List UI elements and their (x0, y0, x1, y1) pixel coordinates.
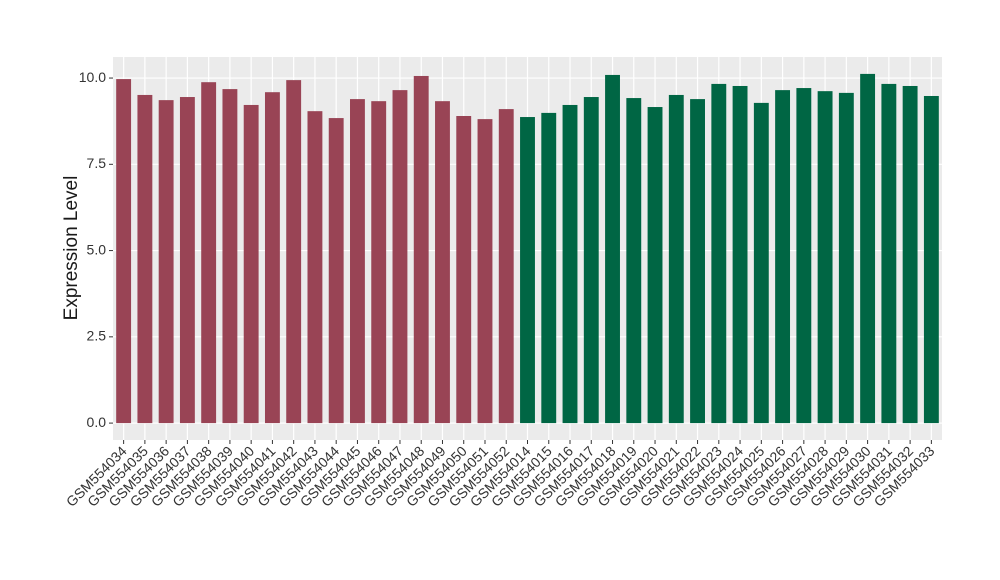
bar (775, 90, 791, 424)
bar (647, 107, 663, 424)
bar (456, 116, 472, 424)
bar (371, 101, 387, 424)
bar (838, 92, 854, 424)
bar (690, 99, 705, 424)
bar (753, 102, 769, 424)
bar (286, 80, 302, 424)
bar (923, 95, 939, 424)
y-tick-label: 5.0 (87, 241, 107, 257)
bar (116, 79, 132, 424)
bar (477, 119, 493, 424)
y-tick-label: 0.0 (87, 414, 107, 430)
bar (626, 98, 642, 424)
bar (541, 112, 557, 424)
y-axis-title: Expression Level (61, 176, 82, 321)
bar (668, 94, 684, 424)
bar (307, 111, 323, 424)
bar (179, 97, 195, 424)
bar (435, 101, 450, 424)
bar (498, 109, 514, 424)
bar (243, 104, 259, 424)
bar (583, 97, 599, 424)
bar (520, 117, 535, 424)
bar (796, 88, 812, 424)
bar (732, 85, 748, 424)
bar (881, 83, 897, 424)
bar (158, 100, 174, 424)
bar (222, 89, 238, 424)
bar (711, 83, 727, 424)
bar (392, 90, 408, 424)
bar (605, 74, 620, 424)
bar (413, 75, 429, 424)
bar (328, 118, 344, 424)
y-tick-label: 7.5 (87, 155, 107, 171)
bar (860, 73, 876, 424)
bar (562, 104, 578, 424)
y-tick-label: 10.0 (79, 69, 106, 85)
bar (350, 99, 365, 424)
y-tick-label: 2.5 (87, 328, 107, 344)
bar (264, 92, 280, 424)
bar (201, 82, 217, 424)
bar (817, 91, 833, 424)
bar (137, 94, 153, 424)
bar (902, 85, 918, 424)
